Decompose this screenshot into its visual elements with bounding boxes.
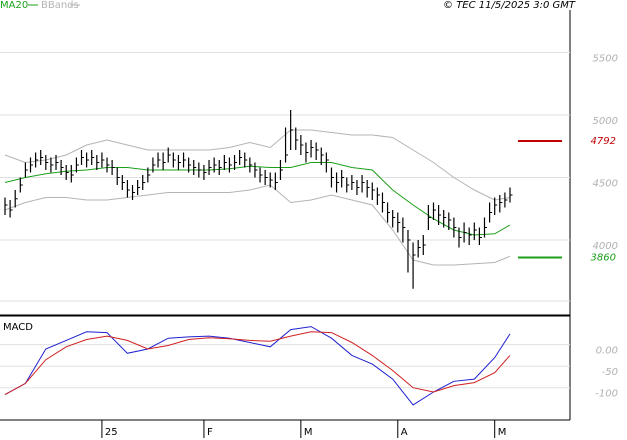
y-tick-label: 4500 <box>593 179 618 190</box>
y-tick-label: 5000 <box>593 116 618 127</box>
macd-line <box>4 331 511 396</box>
x-tick-label: M <box>304 427 313 438</box>
x-tick-label: F <box>207 427 213 438</box>
bband-upper <box>4 129 511 201</box>
y-tick-label: 0.00 <box>596 346 618 357</box>
y-tick-label: -50 <box>602 367 618 378</box>
legend-ma20: MA20 <box>0 0 28 11</box>
x-tick-label: A <box>401 427 408 438</box>
level-label: 3860 <box>591 253 616 264</box>
macd-line <box>4 326 511 406</box>
panel-title: MACD <box>3 322 33 333</box>
y-tick-label: 4000 <box>593 241 618 252</box>
x-tick-label: 25 <box>105 427 118 438</box>
y-tick-label: 5500 <box>593 54 618 65</box>
y-tick-label: -100 <box>595 389 618 400</box>
source: © TEC 11/5/2025 3:0 GMT <box>443 0 576 11</box>
legend-bbands: BBands <box>41 0 79 11</box>
bband-lower <box>4 184 511 266</box>
ma20-line <box>4 162 511 236</box>
x-tick-label: M <box>498 427 507 438</box>
level-label: 4792 <box>591 136 616 147</box>
